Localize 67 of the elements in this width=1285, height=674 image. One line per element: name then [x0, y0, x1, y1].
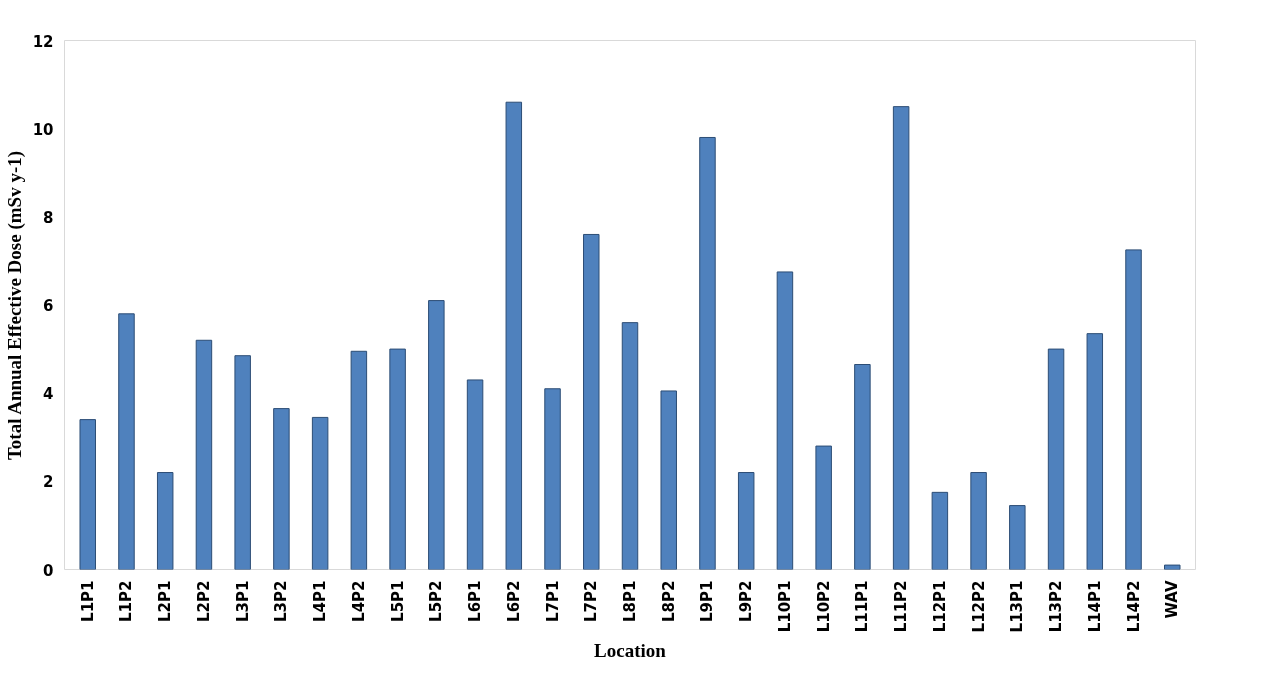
x-tick-label: WAV [1163, 580, 1182, 619]
bar [389, 348, 406, 570]
x-tick-label: L6P1 [466, 580, 485, 622]
bar [1164, 564, 1181, 570]
x-tick-label: L5P2 [427, 580, 446, 622]
x-tick-label: L14P2 [1124, 580, 1143, 633]
bar [621, 322, 639, 570]
x-tick-label: L13P1 [1008, 580, 1027, 633]
bar [156, 472, 174, 570]
x-tick-label: L1P2 [117, 580, 136, 622]
x-tick-label: L8P2 [659, 580, 678, 622]
bar [1047, 348, 1065, 570]
y-axis-title: Total Annual Effective Dose (mSv y-1) [3, 150, 26, 461]
bar [854, 364, 871, 570]
bar [931, 491, 949, 570]
x-tick-label: L9P2 [737, 580, 756, 622]
y-tick-label: 0 [43, 561, 54, 580]
bar [815, 445, 832, 570]
x-tick-label: L5P1 [388, 580, 407, 622]
bar [892, 106, 910, 570]
y-tick-label: 8 [43, 208, 54, 227]
x-tick-label: L7P2 [582, 580, 601, 622]
x-tick-label: L3P1 [233, 580, 252, 622]
x-tick-label: L4P1 [311, 580, 330, 622]
bar [350, 350, 368, 570]
x-tick-label: L1P1 [78, 580, 97, 622]
y-tick-label: 6 [43, 297, 54, 315]
bar [195, 339, 213, 570]
bar [776, 271, 794, 570]
x-tick-label: L12P1 [930, 580, 949, 633]
y-tick-label: 12 [32, 32, 54, 51]
x-tick-label: L10P2 [814, 580, 833, 633]
bar [466, 379, 484, 570]
x-tick-label: L8P1 [621, 580, 639, 622]
x-tick-label: L11P1 [853, 580, 872, 633]
bar [234, 355, 251, 570]
bar [273, 408, 290, 570]
bar [544, 388, 561, 570]
bar [1125, 249, 1142, 570]
x-tick-label: L13P2 [1047, 580, 1066, 633]
x-tick-label: L14P1 [1085, 580, 1104, 633]
bar [428, 300, 445, 570]
x-axis-title: Location [594, 640, 667, 662]
bar [970, 472, 987, 570]
bar [505, 101, 523, 570]
y-tick-label: 2 [43, 473, 54, 492]
x-tick-label: L6P2 [504, 580, 523, 622]
x-tick-label: L7P1 [543, 580, 562, 622]
bar [1086, 333, 1104, 570]
bar [737, 472, 755, 570]
x-tick-label: L10P1 [775, 580, 794, 633]
bar [660, 390, 677, 570]
y-tick-label: 10 [32, 120, 54, 139]
bar [79, 419, 96, 570]
bar [583, 233, 600, 570]
bar [1009, 505, 1026, 570]
bar [118, 313, 135, 570]
bar [699, 136, 716, 570]
bar [311, 416, 329, 570]
x-tick-label: L9P1 [698, 580, 717, 622]
x-tick-label: L3P2 [272, 580, 291, 622]
x-tick-label: L11P2 [892, 580, 911, 633]
y-tick-label: 4 [43, 385, 54, 404]
x-tick-label: L2P1 [156, 580, 175, 622]
x-tick-label: L2P2 [194, 580, 213, 622]
x-tick-label: L12P2 [969, 580, 988, 633]
x-tick-label: L4P2 [349, 580, 368, 622]
